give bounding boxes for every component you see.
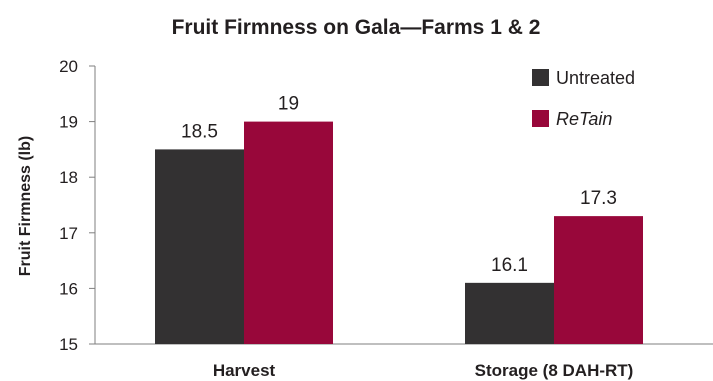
x-category-label: Harvest	[213, 361, 276, 380]
bar-data-label: 17.3	[580, 188, 617, 209]
legend-swatch-untreated	[532, 69, 549, 86]
chart-title: Fruit Firmness on Gala—Farms 1 & 2	[172, 16, 541, 39]
legend-swatch-retain	[532, 110, 549, 127]
y-tick-label: 17	[59, 224, 78, 243]
y-axis-ticks: 15 16 17 18 19 20	[59, 57, 95, 354]
x-category-label: Storage (8 DAH-RT)	[475, 361, 634, 380]
y-tick-label: 18	[59, 168, 78, 187]
bar-data-label: 16.1	[491, 255, 528, 276]
bar-retain-storage	[554, 216, 643, 344]
bar-data-label: 19	[278, 94, 299, 115]
y-tick-label: 19	[59, 113, 78, 132]
y-tick-label: 15	[59, 335, 78, 354]
bar-retain-harvest	[244, 121, 333, 344]
y-axis-label: Fruit Firmness (lb)	[17, 136, 34, 276]
bar-untreated-harvest	[155, 149, 244, 344]
legend: Untreated ReTain	[532, 68, 635, 129]
legend-label-retain: ReTain	[556, 109, 612, 129]
x-axis-category-labels: Harvest Storage (8 DAH-RT)	[213, 361, 634, 380]
y-tick-label: 16	[59, 279, 78, 298]
bar-untreated-storage	[465, 282, 554, 344]
legend-label-untreated: Untreated	[556, 68, 635, 88]
bar-series	[155, 121, 643, 344]
bar-data-label: 18.5	[181, 121, 218, 142]
y-tick-label: 20	[59, 57, 78, 76]
bar-data-labels: 18.5 19 16.1 17.3	[181, 94, 617, 276]
